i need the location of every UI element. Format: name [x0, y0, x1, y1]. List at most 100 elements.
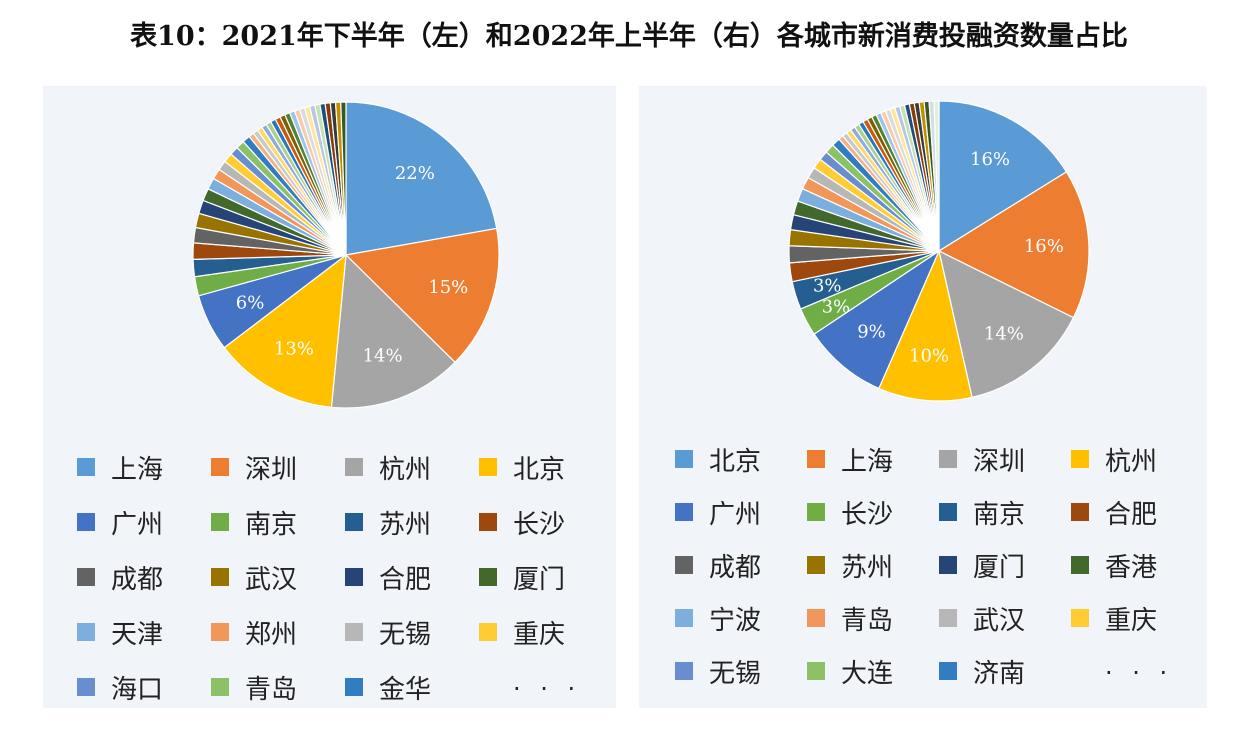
legend-swatch [345, 513, 363, 531]
legend-item: 合肥 [345, 562, 431, 595]
legend-label: 重庆 [1105, 605, 1158, 636]
legend-label: 郑州 [245, 619, 298, 650]
legend-swatch [211, 458, 229, 476]
legend-item: 南京 [939, 497, 1025, 530]
legend-item: 广州 [675, 497, 761, 530]
legend-swatch [1071, 450, 1089, 468]
legend-item: 上海 [77, 452, 163, 485]
legend-swatch [939, 556, 957, 574]
legend-item: 宁波 [675, 603, 761, 636]
slice-value-label-1-6: 3% [813, 276, 842, 297]
legend-item: 重庆 [479, 617, 565, 650]
legend-swatch [479, 623, 497, 641]
legend-item: 苏州 [807, 550, 893, 583]
legend-swatch [345, 623, 363, 641]
legend-item: 厦门 [939, 550, 1025, 583]
legend-swatch [807, 503, 825, 521]
legend-item: 广州 [77, 507, 163, 540]
legend-item: 济南 [939, 656, 1025, 689]
legend-label: 上海 [111, 454, 164, 485]
pie-slice-0-1 [344, 227, 500, 364]
legend-label: 厦门 [973, 552, 1026, 583]
legend-label: 济南 [973, 658, 1026, 689]
legend-swatch [807, 556, 825, 574]
legend-label: 大连 [841, 658, 894, 689]
legend-swatch [1071, 609, 1089, 627]
right-legend: 北京 上海 深圳 杭州广州 长沙 南京 合肥成都 苏州 厦门 香港宁波 青岛 武汉 重庆无锡 大连 济南 . … [639, 86, 1207, 708]
legend-item: 合肥 [1071, 497, 1157, 530]
legend-item: 厦门 [479, 562, 565, 595]
legend-swatch [675, 662, 693, 680]
legend-item: 上海 [807, 444, 893, 477]
slice-value-label-0-3: 13% [274, 339, 314, 360]
legend-label: 厦门 [513, 564, 566, 595]
legend-swatch [479, 458, 497, 476]
legend-swatch [77, 623, 95, 641]
legend-more-ellipsis: . . . [1105, 652, 1174, 680]
legend-label: 重庆 [513, 619, 566, 650]
slice-value-label-1-1: 16% [1024, 236, 1064, 257]
legend-item: 郑州 [211, 617, 297, 650]
legend-label: 无锡 [709, 658, 762, 689]
left-chart-panel: 22% 15% 14% 13% 6% 上海 深圳 杭州 北京 广州 南京 苏州 长沙 成都 武汉 合肥 厦门天… [43, 86, 616, 708]
legend-more-ellipsis: . . . [513, 668, 582, 696]
legend-label: 北京 [709, 446, 762, 477]
legend-item: 天津 [77, 617, 163, 650]
legend-label: 金华 [379, 674, 432, 705]
legend-label: 苏州 [379, 509, 432, 540]
legend-swatch [211, 678, 229, 696]
legend-item: 深圳 [939, 444, 1025, 477]
page-title: 表10：2021年下半年（左）和2022年上半年（右）各城市新消费投融资数量占比 [130, 21, 1128, 52]
legend-swatch [675, 556, 693, 574]
pie-slice-1-4 [813, 249, 941, 390]
legend-item: 青岛 [807, 603, 893, 636]
legend-item: 深圳 [211, 452, 297, 485]
legend-label: 青岛 [841, 605, 894, 636]
pie-slice-0-3 [223, 253, 347, 408]
legend-item: 金华 [345, 672, 431, 705]
legend-swatch [675, 503, 693, 521]
legend-item: 无锡 [345, 617, 431, 650]
legend-label: 合肥 [1105, 499, 1158, 530]
legend-label: 杭州 [1105, 446, 1158, 477]
legend-swatch [939, 609, 957, 627]
legend-label: 香港 [1105, 552, 1158, 583]
slice-value-label-1-3: 10% [909, 346, 949, 367]
legend-item: 北京 [479, 452, 565, 485]
pie-slice-0-0 [345, 101, 498, 256]
slice-value-label-1-2: 14% [984, 324, 1024, 345]
slice-value-label-1-4: 9% [857, 321, 886, 342]
legend-swatch [807, 450, 825, 468]
legend-label: 广州 [709, 499, 762, 530]
legend-item: 南京 [211, 507, 297, 540]
legend-item: 香港 [1071, 550, 1157, 583]
legend-item: 杭州 [345, 452, 431, 485]
pie-slice-other-0-19 [340, 101, 347, 256]
slice-value-label-0-4: 6% [236, 293, 265, 314]
legend-label: 成都 [709, 552, 762, 583]
legend-swatch [77, 458, 95, 476]
legend-label: 青岛 [245, 674, 298, 705]
legend-label: 成都 [111, 564, 164, 595]
legend-swatch [345, 678, 363, 696]
legend-label: 武汉 [973, 605, 1026, 636]
slice-value-label-1-0: 16% [970, 149, 1010, 170]
legend-item: 武汉 [211, 562, 297, 595]
legend-label: 长沙 [841, 499, 894, 530]
right-pie-chart: 16% 16% 14% 10% 9% 3%3% [788, 100, 1090, 402]
slice-value-label-0-0: 22% [395, 163, 435, 184]
legend-label: 合肥 [379, 564, 432, 595]
slice-value-label-0-2: 14% [363, 346, 403, 367]
legend-swatch [939, 503, 957, 521]
legend-item: 海口 [77, 672, 163, 705]
legend-item: 成都 [675, 550, 761, 583]
pie-slice-1-2 [938, 249, 1075, 399]
left-legend: 上海 深圳 杭州 北京广州 南京 苏州 长沙成都 武汉 合肥 厦门天津 郑州 无锡 重庆海口 青岛 金华 . … [43, 86, 616, 708]
legend-label: 杭州 [379, 454, 432, 485]
legend-label: 长沙 [513, 509, 566, 540]
legend-label: 南京 [245, 509, 298, 540]
legend-label: 深圳 [973, 446, 1026, 477]
legend-swatch [77, 568, 95, 586]
left-pie-chart: 22% 15% 14% 13% 6% [192, 101, 500, 409]
pie-slice-other-1-21 [933, 100, 940, 252]
